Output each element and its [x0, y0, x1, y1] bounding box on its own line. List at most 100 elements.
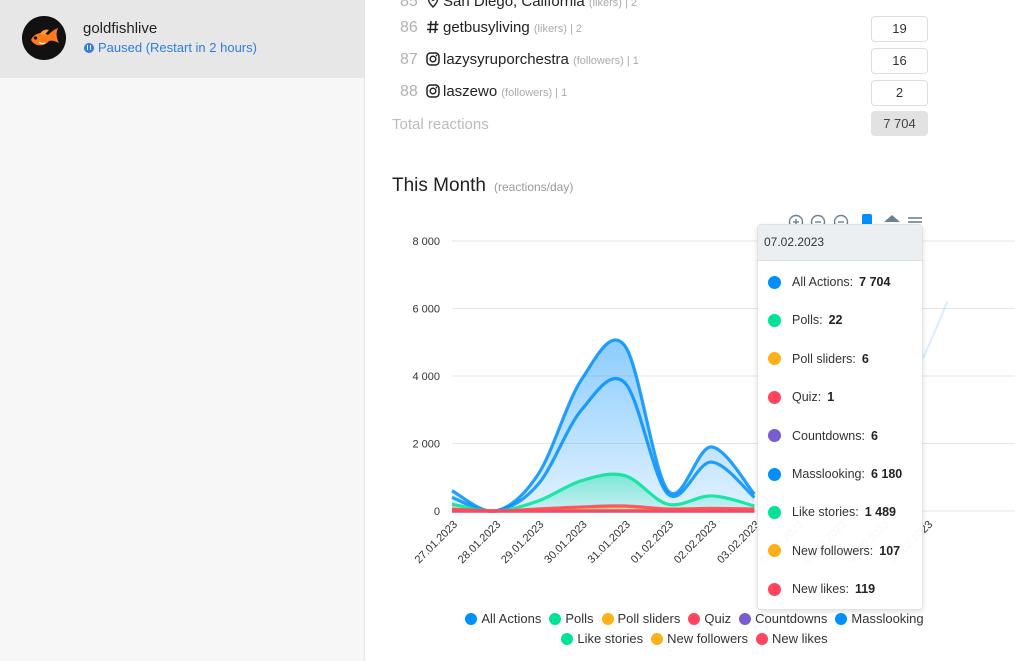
legend-label: All Actions: [481, 611, 542, 626]
chart-legend: All Actions Polls Poll sliders Quiz Countdow…: [365, 609, 1024, 649]
list-item-name: lazysyruporchestra (followers) | 1: [443, 51, 639, 68]
rank-number: 86: [400, 19, 418, 36]
legend-item[interactable]: New followers: [651, 629, 748, 649]
tooltip-label: All Actions:: [792, 275, 854, 289]
legend-label: Countdowns: [755, 611, 828, 626]
hashtag-icon: [427, 20, 439, 34]
legend-dot: [688, 613, 701, 625]
tooltip-row: New likes: 119: [768, 579, 875, 599]
rank-number: 87: [400, 51, 418, 68]
rank-number: 85: [400, 0, 418, 10]
account-status-text: Paused (Restart in 2 hours): [98, 40, 257, 55]
series-dot: [768, 582, 781, 596]
legend-dot: [756, 633, 769, 645]
reset-home-icon[interactable]: [884, 215, 900, 222]
tooltip-value: 7 704: [859, 275, 891, 289]
legend-dot: [549, 613, 562, 625]
list-item-name-text: laszewo: [443, 83, 498, 100]
section-title: This Month (reactions/day): [392, 175, 573, 197]
main-content: 85 San Diego, California (likers) | 2 86…: [365, 0, 1024, 661]
list-item-partial: 85 San Diego, California (likers) | 2: [392, 0, 928, 14]
tooltip-label: Like stories:: [792, 505, 859, 520]
avatar: [22, 16, 66, 60]
tooltip-label: Countdowns:: [792, 428, 865, 443]
legend-label: New likes: [772, 631, 828, 646]
x-tick-label: 29.01.2023: [499, 519, 546, 566]
tooltip-label: Quiz:: [792, 390, 822, 405]
list-item: 86 getbusyliving (likers) | 2 19: [392, 16, 928, 42]
tooltip-label: Poll sliders:: [792, 351, 856, 366]
series-line: [451, 338, 756, 513]
legend-item[interactable]: Quiz: [688, 609, 731, 629]
legend-label: Masslooking: [851, 611, 924, 626]
tooltip-label: Masslooking:: [792, 467, 865, 481]
x-tick-label: 27.01.2023: [413, 519, 460, 566]
legend-label: New followers: [667, 631, 749, 646]
legend-label: Quiz: [704, 611, 732, 626]
sidebar: goldfishlive Paused (Restart in 2 hours): [0, 0, 365, 661]
list-item-name-text: getbusyliving: [443, 19, 530, 36]
legend-item[interactable]: Poll sliders: [601, 609, 681, 629]
chart-tooltip: 07.02.2023 All Actions: 7 704 Polls: 22 …: [757, 224, 923, 610]
x-tick-label: 30.01.2023: [542, 519, 589, 566]
tooltip-label: Polls:: [792, 313, 823, 328]
rank-number: 88: [400, 83, 418, 100]
tooltip-row: Countdowns: 6: [768, 426, 878, 446]
pan-hand-icon[interactable]: [862, 214, 872, 226]
tooltip-value: 6: [870, 428, 878, 443]
account-card[interactable]: goldfishlive Paused (Restart in 2 hours): [0, 0, 364, 78]
list-item: 87 lazysyruporchestra (followers) | 1 16: [392, 48, 928, 74]
instagram-icon: [426, 84, 440, 98]
legend-dot: [651, 633, 664, 645]
x-tick-label: 02.02.2023: [672, 519, 719, 566]
legend-item[interactable]: Countdowns: [739, 609, 827, 629]
tooltip-date: 07.02.2023: [758, 225, 922, 261]
total-reactions-label: Total reactions: [392, 116, 489, 133]
legend-dot: [601, 613, 614, 625]
tooltip-row: Quiz: 1: [768, 387, 834, 407]
total-reactions-value: 7 704: [871, 111, 928, 136]
list-item-name: San Diego, California (likers) | 2: [443, 0, 637, 10]
legend-dot: [739, 613, 752, 625]
legend-item[interactable]: All Actions: [465, 609, 541, 629]
legend-item[interactable]: Masslooking: [835, 609, 924, 629]
tooltip-row: Masslooking: 6 180: [768, 464, 902, 484]
pause-icon: [84, 42, 94, 53]
section-title-text: This Month: [392, 175, 486, 196]
x-tick-label: 28.01.2023: [456, 519, 503, 566]
legend-label: Polls: [565, 611, 594, 626]
legend-item[interactable]: Polls: [549, 609, 594, 629]
location-pin-icon: [427, 0, 439, 8]
legend-dot: [561, 633, 574, 645]
tooltip-value: 1: [827, 390, 835, 405]
tooltip-label: New followers:: [792, 543, 874, 558]
instagram-icon: [426, 52, 440, 66]
series-dot: [768, 352, 781, 366]
series-dot: [768, 467, 781, 481]
tooltip-value: 6: [861, 351, 869, 366]
tooltip-value: 1 489: [864, 505, 896, 520]
legend-item[interactable]: New likes: [756, 629, 828, 649]
series-dot: [768, 505, 781, 519]
list-item-meta: (likers) | 2: [588, 0, 638, 9]
series-line: [451, 376, 756, 513]
tooltip-row: Like stories: 1 489: [768, 502, 896, 522]
y-tick-label: 8 000: [412, 236, 440, 248]
list-item-meta: (followers) | 1: [501, 87, 568, 99]
chart[interactable]: 0 2 000 4 000 6 000 8 000 27.01.202328.01.202…: [365, 205, 1024, 605]
legend-item[interactable]: Like stories: [561, 629, 643, 649]
list-item-name: laszewo (followers) | 1: [443, 83, 567, 100]
tooltip-value: 119: [854, 582, 876, 597]
series-dot: [768, 313, 781, 327]
legend-dot: [835, 613, 848, 625]
tooltip-value: 107: [879, 543, 901, 558]
list-item-meta: (likers) | 2: [533, 23, 582, 35]
series-dot: [768, 390, 781, 404]
series-dot: [768, 544, 781, 558]
x-tick-label: 31.01.2023: [586, 519, 633, 566]
legend-dot: [465, 613, 478, 625]
y-tick-label: 4 000: [412, 371, 440, 383]
section-subtitle: (reactions/day): [493, 180, 574, 194]
legend-label: Poll sliders: [617, 611, 681, 626]
legend-label: Like stories: [577, 631, 644, 646]
